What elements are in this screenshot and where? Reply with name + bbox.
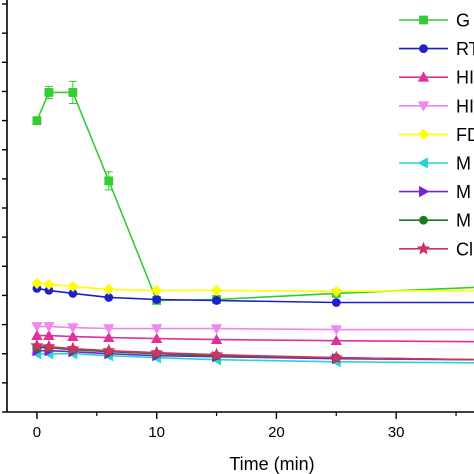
data-point	[151, 284, 163, 296]
data-point	[150, 332, 163, 344]
data-point	[150, 345, 164, 359]
legend-item-4: FD	[399, 125, 474, 145]
data-point	[102, 343, 116, 357]
series-2	[31, 329, 474, 346]
legend-marker	[419, 44, 428, 53]
data-point	[329, 350, 343, 364]
legend-item-8: Cl	[399, 239, 473, 259]
data-point	[67, 330, 79, 342]
legend-item-6: M	[399, 182, 471, 202]
data-point	[330, 334, 342, 346]
data-point	[210, 324, 223, 335]
legend-marker	[417, 128, 430, 140]
data-point	[31, 322, 43, 333]
series-3	[31, 322, 474, 336]
data-point	[66, 341, 80, 355]
x-tick-label: 30	[388, 424, 405, 441]
legend-item-1: RT	[399, 39, 474, 59]
data-point	[210, 284, 223, 296]
series-line	[36, 334, 474, 343]
data-point	[44, 88, 54, 97]
data-point	[210, 333, 223, 345]
series-8	[30, 338, 474, 364]
data-point	[31, 277, 43, 289]
data-point	[212, 296, 221, 305]
data-point	[152, 295, 162, 304]
legend-label: M	[456, 211, 471, 231]
legend-item-5: M	[399, 154, 471, 174]
legend-marker	[417, 157, 428, 169]
x-axis-title: Time (min)	[229, 454, 314, 474]
data-point	[30, 338, 44, 352]
data-point	[209, 347, 224, 361]
data-point	[150, 324, 163, 335]
data-point	[104, 176, 114, 186]
data-point	[43, 322, 55, 333]
legend-label: G	[456, 11, 470, 31]
series-4	[31, 277, 474, 297]
x-tick-label: 0	[33, 424, 41, 441]
legend-label: FD	[456, 125, 474, 145]
series-0	[32, 80, 474, 305]
data-point	[103, 283, 115, 295]
legend-label: M	[456, 182, 471, 202]
legend-item-2: HI	[399, 68, 474, 88]
data-point	[68, 88, 78, 97]
legend-label: RT	[456, 39, 474, 59]
data-point	[67, 280, 79, 292]
legend-item-7: M	[399, 211, 471, 231]
data-point	[103, 331, 115, 343]
data-point	[43, 278, 55, 290]
data-point	[330, 325, 342, 336]
legend-label: HI	[456, 96, 474, 116]
legend-marker	[417, 71, 430, 82]
legend-marker	[419, 215, 428, 225]
data-point	[42, 339, 56, 353]
data-point	[103, 324, 115, 335]
legend-label: M	[456, 154, 471, 174]
series-1	[32, 283, 474, 307]
series-layer	[30, 80, 474, 368]
legend-item-0: G	[399, 11, 470, 31]
legend-label: Cl	[456, 239, 473, 259]
axes: 0 10 20 30	[2, 0, 474, 441]
legend-item-3: HI	[399, 96, 474, 116]
series-line	[36, 91, 474, 302]
series-line	[36, 344, 474, 361]
legend-label: HI	[456, 68, 474, 88]
series-line	[36, 325, 474, 331]
x-tick-label: 10	[148, 424, 165, 441]
x-tick-label: 20	[268, 424, 285, 441]
legend-marker	[417, 101, 430, 112]
data-point	[32, 116, 42, 125]
legend-marker	[419, 185, 430, 198]
series-line	[36, 282, 474, 293]
data-point	[331, 298, 341, 307]
legend-marker	[416, 241, 431, 255]
legend-marker	[419, 15, 428, 25]
data-point	[67, 323, 79, 334]
data-point	[43, 329, 55, 341]
data-point	[330, 285, 342, 297]
legend: GRTHIHIFDMMMCl	[399, 11, 474, 259]
